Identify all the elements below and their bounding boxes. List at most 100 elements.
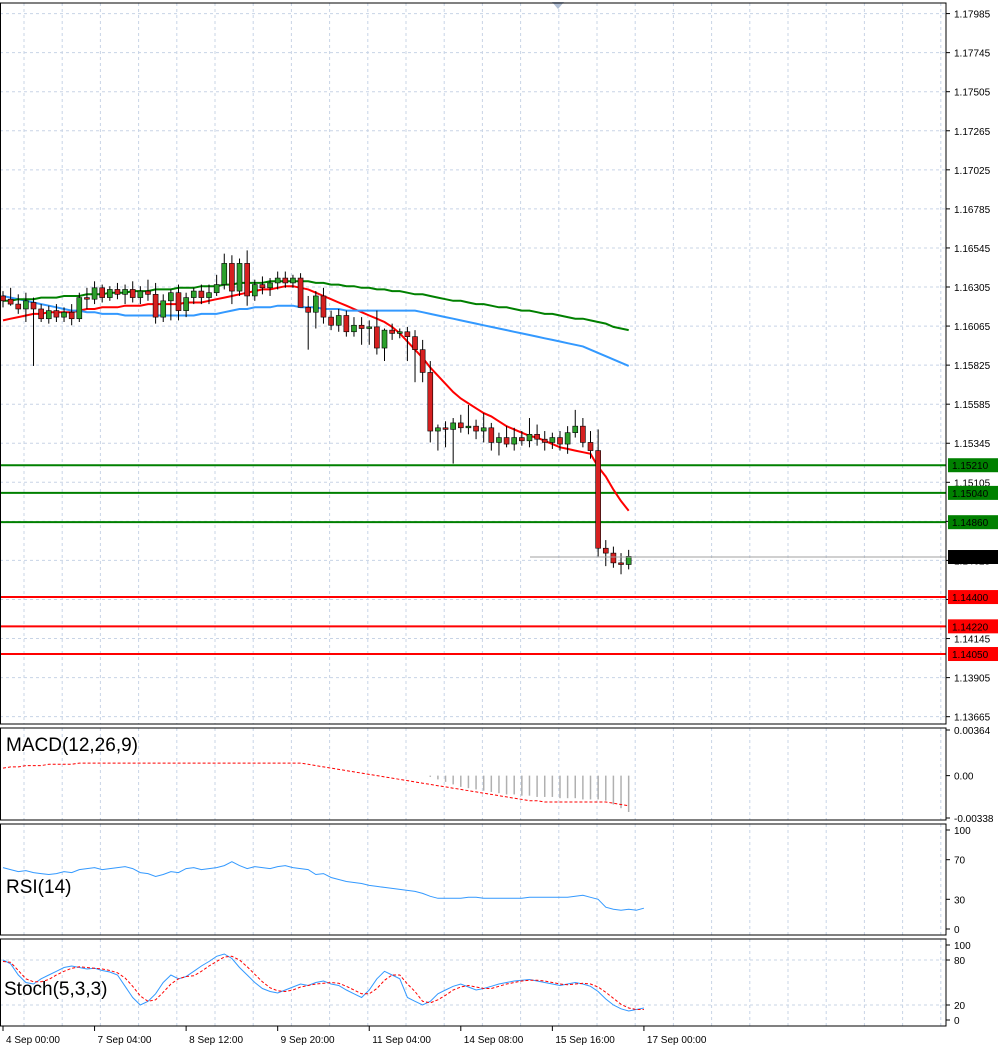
rsi-tick-label: 30: [954, 895, 966, 906]
bullish-candle: [267, 282, 273, 289]
bearish-candle: [175, 292, 182, 311]
bearish-candle: [404, 331, 411, 337]
y-tick-label: 1.16785: [954, 205, 991, 216]
bullish-candle: [107, 289, 113, 298]
stoch-pane-border: [0, 938, 947, 1027]
current-price-tag: [948, 550, 998, 565]
x-tick-label: 15 Sep 16:00: [555, 1035, 615, 1046]
bearish-candle: [53, 310, 60, 318]
bullish-candle: [381, 329, 388, 349]
bullish-candle: [76, 297, 83, 320]
bullish-candle: [435, 427, 441, 432]
bearish-candle: [595, 450, 601, 549]
bearish-candle: [145, 290, 151, 295]
bearish-candle: [610, 552, 617, 564]
x-tick-label: 11 Sep 04:00: [372, 1035, 431, 1046]
y-tick-label: 1.17985: [954, 10, 991, 21]
bullish-candle: [450, 422, 456, 430]
bearish-candle: [320, 295, 327, 318]
stoch-main-line: [2, 953, 644, 1012]
bearish-candle: [442, 427, 449, 430]
bullish-candle: [335, 315, 342, 326]
resistance-level-label: 1.14860: [952, 518, 989, 529]
resistance-level-label: 1.15040: [952, 489, 989, 500]
bearish-candle: [557, 437, 563, 445]
bearish-candle: [534, 433, 540, 440]
bullish-candle: [366, 326, 373, 329]
bullish-candle: [91, 287, 98, 300]
support-level-label: 1.14220: [952, 622, 989, 633]
x-tick-label: 4 Sep 00:00: [6, 1035, 60, 1046]
resistance-level-tag: [948, 485, 998, 500]
x-tick-label: 14 Sep 08:00: [464, 1035, 524, 1046]
bearish-candle: [374, 326, 380, 349]
stoch-signal-line: [2, 955, 644, 1010]
stoch-tick-label: 20: [954, 1001, 966, 1012]
bullish-candle: [206, 292, 212, 298]
y-tick-label: 1.17265: [954, 127, 991, 138]
bullish-candle: [190, 290, 197, 298]
bullish-candle: [549, 437, 556, 443]
bearish-candle: [488, 427, 495, 443]
x-tick-label: 7 Sep 04:00: [98, 1035, 152, 1046]
macd-pane-border: [0, 727, 947, 821]
bullish-candle: [45, 310, 52, 320]
bullish-candle: [290, 277, 296, 284]
bearish-candle: [587, 442, 594, 451]
bearish-candle: [244, 263, 250, 297]
bearish-candle: [343, 315, 350, 333]
y-tick-label: 1.15105: [954, 478, 991, 489]
bearish-candle: [68, 311, 75, 320]
bearish-candle: [99, 287, 105, 298]
x-tick-label: 17 Sep 00:00: [647, 1035, 707, 1046]
bearish-candle: [7, 298, 14, 305]
bearish-candle: [473, 425, 479, 432]
bearish-candle: [580, 425, 586, 443]
y-tick-label: 1.14145: [954, 635, 991, 646]
rsi-line: [2, 861, 645, 911]
bearish-candle: [503, 437, 510, 445]
macd-tick-label: 0.00364: [954, 726, 991, 737]
rsi-tick-label: 100: [954, 826, 971, 837]
y-tick-label: 1.16065: [954, 322, 991, 333]
resistance-level-tag: [948, 458, 998, 473]
bullish-candle: [465, 425, 472, 429]
macd-label: MACD(12,26,9): [6, 735, 138, 756]
bearish-candle: [114, 289, 121, 295]
scroll-marker-icon: [552, 2, 564, 9]
bearish-candle: [297, 277, 304, 308]
bearish-candle: [602, 547, 609, 554]
x-tick-label: 9 Sep 20:00: [281, 1035, 335, 1046]
y-tick-label: 1.17745: [954, 49, 991, 60]
bearish-candle: [259, 284, 266, 289]
bearish-candle: [198, 290, 205, 298]
rsi-tick-label: 70: [954, 856, 966, 867]
bullish-candle: [61, 311, 67, 318]
bullish-candle: [183, 297, 189, 311]
price-pane-border: [0, 2, 947, 725]
macd-tick-label: -0.00338: [954, 814, 994, 825]
bearish-candle: [389, 329, 395, 334]
bullish-candle: [625, 556, 632, 565]
support-level-label: 1.14050: [952, 650, 989, 661]
bullish-candle: [137, 290, 144, 298]
y-tick-label: 1.17505: [954, 88, 991, 99]
support-level-label: 1.14400: [952, 593, 989, 604]
bearish-candle: [419, 349, 426, 373]
bearish-candle: [229, 263, 235, 292]
bullish-candle: [564, 432, 571, 445]
rsi-tick-label: 0: [954, 925, 960, 936]
bearish-candle: [412, 336, 418, 350]
current-price-label: 1.14646: [952, 553, 989, 564]
bullish-candle: [511, 437, 518, 445]
bullish-candle: [160, 300, 167, 318]
bearish-candle: [30, 302, 37, 310]
bearish-candle: [328, 316, 334, 326]
support-level-tag: [948, 619, 998, 634]
y-tick-label: 1.16545: [954, 244, 991, 255]
y-tick-label: 1.15585: [954, 400, 991, 411]
bearish-candle: [541, 438, 548, 443]
bullish-candle: [480, 427, 487, 432]
bullish-candle: [526, 433, 533, 442]
